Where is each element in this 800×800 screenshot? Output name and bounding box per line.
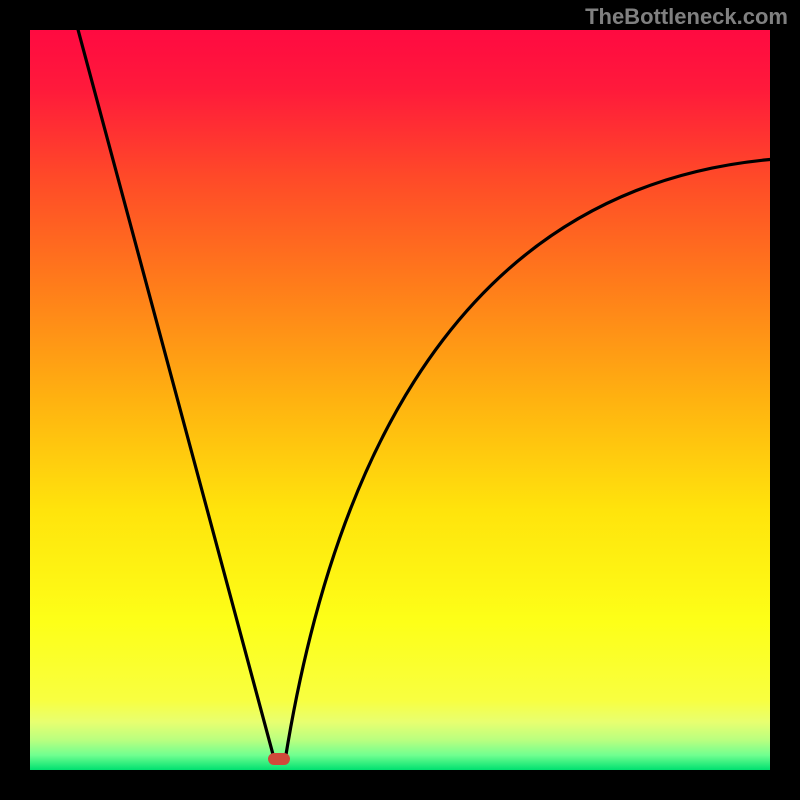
minimum-marker — [268, 753, 290, 765]
chart-container: TheBottleneck.com — [0, 0, 800, 800]
plot-area — [30, 30, 770, 770]
plot-background — [30, 30, 770, 770]
plot-svg — [30, 30, 770, 770]
watermark-text: TheBottleneck.com — [585, 4, 788, 30]
